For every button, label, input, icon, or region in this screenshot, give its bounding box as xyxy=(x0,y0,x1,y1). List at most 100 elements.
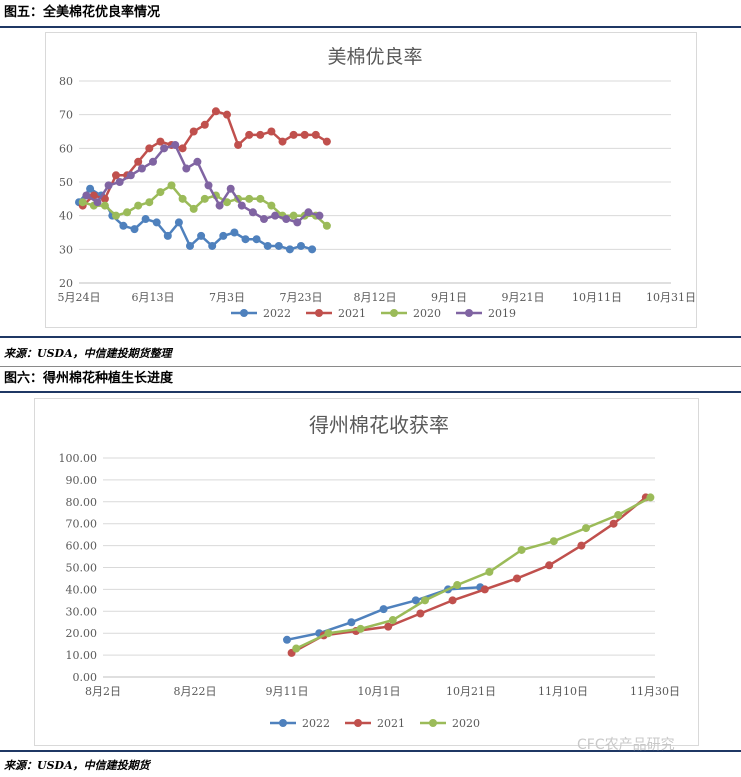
y-tick-label: 60 xyxy=(59,142,73,155)
data-point-2021 xyxy=(300,130,309,139)
figure5-top-rule xyxy=(0,26,741,28)
data-point-2022 xyxy=(197,231,206,240)
data-point-2022 xyxy=(241,235,250,244)
y-tick-label: 30.00 xyxy=(66,605,98,618)
data-point-2022 xyxy=(411,596,420,605)
data-point-2022 xyxy=(252,235,261,244)
data-point-2019 xyxy=(93,198,102,207)
y-tick-label: 100.00 xyxy=(59,452,98,465)
data-point-2020 xyxy=(289,211,298,220)
legend-label-2021: 2021 xyxy=(338,307,366,320)
watermark: CFC农产品研究 xyxy=(577,737,675,753)
data-point-2021 xyxy=(178,144,187,153)
data-point-2020 xyxy=(245,194,254,203)
data-point-2019 xyxy=(282,215,291,224)
data-point-2022 xyxy=(174,218,183,227)
x-tick-label: 7月23日 xyxy=(280,291,323,304)
data-point-2022 xyxy=(285,245,294,254)
legend-marker-2021 xyxy=(354,719,362,727)
x-tick-label: 10月11日 xyxy=(572,291,622,304)
data-point-2021 xyxy=(577,541,586,550)
data-point-2019 xyxy=(237,201,246,210)
data-point-2021 xyxy=(211,107,220,116)
y-tick-label: 70.00 xyxy=(66,518,98,531)
data-point-2019 xyxy=(171,140,180,149)
data-point-2019 xyxy=(304,208,313,217)
figure6-label: 图六：得州棉花种植生长进度 xyxy=(4,371,174,386)
data-point-2019 xyxy=(293,218,302,227)
figure5-bottom-rule xyxy=(0,336,741,338)
data-point-2019 xyxy=(82,191,91,200)
data-point-2021 xyxy=(278,137,287,146)
data-point-2021 xyxy=(234,140,243,149)
data-point-2020 xyxy=(100,201,109,210)
data-point-2020 xyxy=(614,510,623,519)
data-point-2022 xyxy=(163,231,172,240)
data-point-2022 xyxy=(230,228,239,237)
series-line-2022 xyxy=(78,187,313,251)
x-tick-label: 7月3日 xyxy=(209,291,245,304)
data-point-2019 xyxy=(182,164,191,173)
y-tick-label: 80.00 xyxy=(66,496,98,509)
data-point-2022 xyxy=(86,184,95,193)
data-point-2020 xyxy=(178,194,187,203)
figure6-top-rule xyxy=(0,391,741,393)
x-tick-label: 6月13日 xyxy=(132,291,175,304)
data-point-2020 xyxy=(112,211,120,220)
legend-label-2020: 2020 xyxy=(413,307,441,320)
figure5-label: 图五：全美棉花优良率情况 xyxy=(4,5,161,20)
x-tick-label: 11月30日 xyxy=(630,685,680,698)
legend-marker-2021 xyxy=(315,309,323,317)
data-point-2019 xyxy=(149,157,157,166)
data-point-2022 xyxy=(379,605,388,614)
data-point-2019 xyxy=(260,215,268,224)
data-point-2021 xyxy=(112,171,120,180)
y-tick-label: 70 xyxy=(59,109,73,122)
y-tick-label: 50.00 xyxy=(66,562,98,575)
data-point-2020 xyxy=(223,198,231,207)
data-point-2020 xyxy=(145,198,154,207)
data-point-2020 xyxy=(78,198,87,207)
data-point-2021 xyxy=(100,194,109,203)
data-point-2019 xyxy=(104,181,113,190)
data-point-2021 xyxy=(256,130,265,139)
legend-marker-2022 xyxy=(240,309,248,317)
y-tick-label: 50 xyxy=(59,176,73,189)
data-point-2020 xyxy=(134,201,143,210)
data-point-2020 xyxy=(453,581,462,590)
x-tick-label: 11月10日 xyxy=(538,685,588,698)
y-tick-label: 60.00 xyxy=(66,540,98,553)
figure5-source: 来源：USDA，中信建投期货整理 xyxy=(4,347,172,360)
series-line-2021 xyxy=(291,496,647,654)
data-point-2020 xyxy=(322,221,331,230)
legend-label-2021: 2021 xyxy=(377,717,405,730)
data-point-2021 xyxy=(384,622,393,631)
data-point-2022 xyxy=(308,245,317,254)
texas-harvest-chart: 得州棉花收获率 0.00 10.00 20.00 30.00 40.00 50.00 60.0… xyxy=(34,398,699,746)
legend-marker-2019 xyxy=(465,309,473,317)
series-line-2020 xyxy=(295,496,651,650)
data-point-2021 xyxy=(448,596,457,605)
data-point-2020 xyxy=(123,208,132,217)
data-point-2022 xyxy=(208,241,217,250)
y-tick-label: 80 xyxy=(59,75,73,88)
data-point-2021 xyxy=(545,561,554,570)
data-point-2021 xyxy=(289,130,298,139)
data-point-2020 xyxy=(167,181,176,190)
data-point-2019 xyxy=(271,211,280,220)
cotton-condition-chart: 美棉优良率 20 30 40 50 60 70 80 5月24日 6月13日 7月3日 7月23日 8月… xyxy=(45,32,697,328)
data-point-2020 xyxy=(388,616,397,625)
data-point-2022 xyxy=(152,218,161,227)
legend-label-2022: 2022 xyxy=(302,717,330,730)
data-point-2019 xyxy=(115,178,124,186)
series-line-2019 xyxy=(85,143,320,224)
legend-marker-2022 xyxy=(279,719,287,727)
data-point-2021 xyxy=(245,130,254,139)
data-point-2021 xyxy=(513,574,521,583)
legend-label-2022: 2022 xyxy=(263,307,291,320)
data-point-2020 xyxy=(549,537,558,546)
data-point-2022 xyxy=(219,231,228,240)
data-point-2020 xyxy=(485,567,494,576)
x-tick-label: 9月1日 xyxy=(431,291,467,304)
data-point-2021 xyxy=(145,144,154,153)
